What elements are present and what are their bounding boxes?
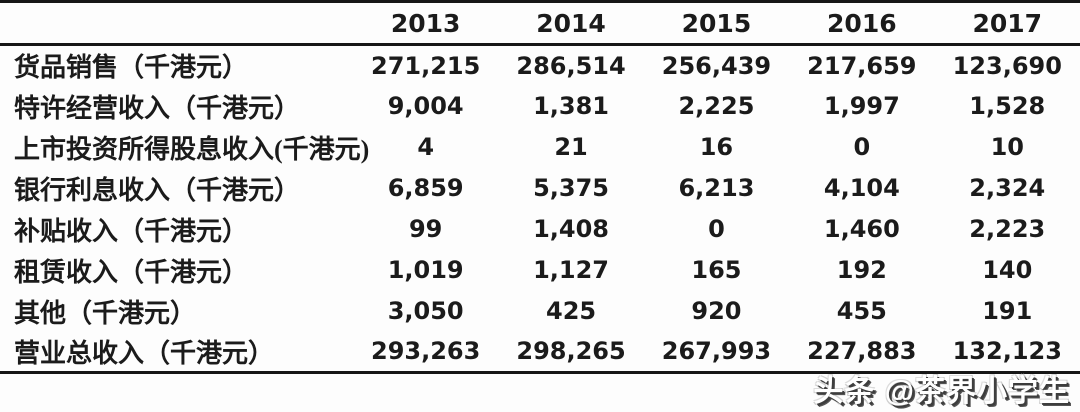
- table-row: 租赁收入（千港元） 1,019 1,127 165 192 140: [0, 250, 1080, 291]
- value-cell-2017: 1,528: [969, 92, 1046, 120]
- year-header-2016: 2016: [789, 1, 935, 46]
- row-label: 货品销售（千港元）: [14, 53, 249, 83]
- table-row: 银行利息收入（千港元） 6,859 5,375 6,213 4,104 2,324: [0, 168, 1080, 209]
- value-cell-2017: 191: [982, 297, 1033, 325]
- value-cell-2013: 271,215: [371, 51, 481, 80]
- value-cell-2017: 123,690: [952, 51, 1062, 80]
- row-label: 特许经营收入（千港元）: [14, 93, 301, 123]
- table-row: 货品销售（千港元） 271,215 286,514 256,439 217,659 123…: [0, 45, 1080, 86]
- value-cell-2016: 1,997: [823, 92, 900, 120]
- value-cell-2013: 1,019: [387, 256, 464, 284]
- table-row: 其他（千港元） 3,050 425 920 455 191: [0, 291, 1080, 332]
- value-cell-2017: 2,324: [969, 174, 1046, 202]
- value-cell-2017: 2,223: [969, 215, 1046, 243]
- row-label: 上市投资所得股息收入(千港元): [14, 134, 370, 164]
- value-cell-2015: 165: [691, 256, 742, 284]
- value-cell-2015: 267,993: [661, 337, 772, 366]
- value-cell-2016: 217,659: [807, 51, 917, 80]
- row-label: 营业总收入（千港元）: [14, 338, 275, 368]
- value-cell-2016: 227,883: [807, 337, 917, 366]
- value-cell-2013: 293,263: [371, 337, 481, 366]
- value-cell-2016: 4,104: [823, 174, 900, 202]
- value-cell-2015: 2,225: [678, 92, 755, 120]
- table-header-row: 2013 2014 2015 2016 2017: [0, 1, 1080, 46]
- value-cell-2014: 1,381: [533, 92, 610, 120]
- value-cell-2015: 920: [691, 297, 742, 325]
- row-label: 其他（千港元）: [14, 298, 197, 328]
- revenue-table-container: 2013 2014 2015 2016 2017 货品销售（千港元） 271,215 286…: [0, 0, 1080, 373]
- year-header-2014: 2014: [498, 1, 644, 46]
- value-cell-2015: 6,213: [678, 174, 755, 202]
- year-header-2015: 2015: [643, 1, 790, 46]
- value-cell-2013: 99: [408, 215, 443, 243]
- value-cell-2013: 6,859: [387, 174, 464, 202]
- value-cell-2016: 1,460: [823, 215, 900, 243]
- table-body: 货品销售（千港元） 271,215 286,514 256,439 217,659 123…: [0, 45, 1080, 373]
- table-row: 上市投资所得股息收入(千港元) 4 21 16 0 10: [0, 127, 1080, 168]
- value-cell-2014: 1,408: [533, 215, 610, 243]
- value-cell-2013: 4: [417, 133, 435, 161]
- value-cell-2015: 256,439: [661, 51, 772, 80]
- value-cell-2013: 9,004: [387, 92, 464, 120]
- year-header-2013: 2013: [352, 1, 499, 46]
- value-cell-2015: 0: [708, 215, 725, 243]
- table-row: 补贴收入（千港元） 99 1,408 0 1,460 2,223: [0, 209, 1080, 250]
- revenue-table: 2013 2014 2015 2016 2017 货品销售（千港元） 271,215 286…: [0, 0, 1080, 373]
- watermark-text: 头条 @茶界小学生: [813, 375, 1070, 408]
- value-cell-2016: 0: [853, 133, 871, 161]
- row-label: 租赁收入（千港元）: [14, 257, 249, 287]
- value-cell-2015: 16: [699, 133, 734, 161]
- value-cell-2014: 5,375: [533, 174, 610, 202]
- table-row: 特许经营收入（千港元） 9,004 1,381 2,225 1,997 1,528: [0, 86, 1080, 127]
- value-cell-2016: 455: [836, 297, 887, 325]
- year-header-2017: 2017: [934, 1, 1080, 46]
- row-label: 银行利息收入（千港元）: [14, 175, 301, 205]
- value-cell-2017: 132,123: [952, 337, 1062, 366]
- value-cell-2016: 192: [836, 256, 887, 284]
- value-cell-2014: 425: [546, 297, 597, 325]
- value-cell-2014: 1,127: [533, 256, 610, 284]
- row-label: 补贴收入（千港元）: [14, 216, 249, 246]
- value-cell-2017: 140: [982, 256, 1033, 284]
- value-cell-2014: 21: [554, 133, 588, 161]
- value-cell-2014: 286,514: [516, 51, 626, 80]
- value-cell-2017: 10: [990, 133, 1024, 161]
- value-cell-2014: 298,265: [516, 337, 626, 366]
- value-cell-2013: 3,050: [387, 297, 464, 325]
- table-row: 营业总收入（千港元） 293,263 298,265 267,993 227,883 13…: [0, 332, 1080, 373]
- corner-cell: [0, 1, 353, 46]
